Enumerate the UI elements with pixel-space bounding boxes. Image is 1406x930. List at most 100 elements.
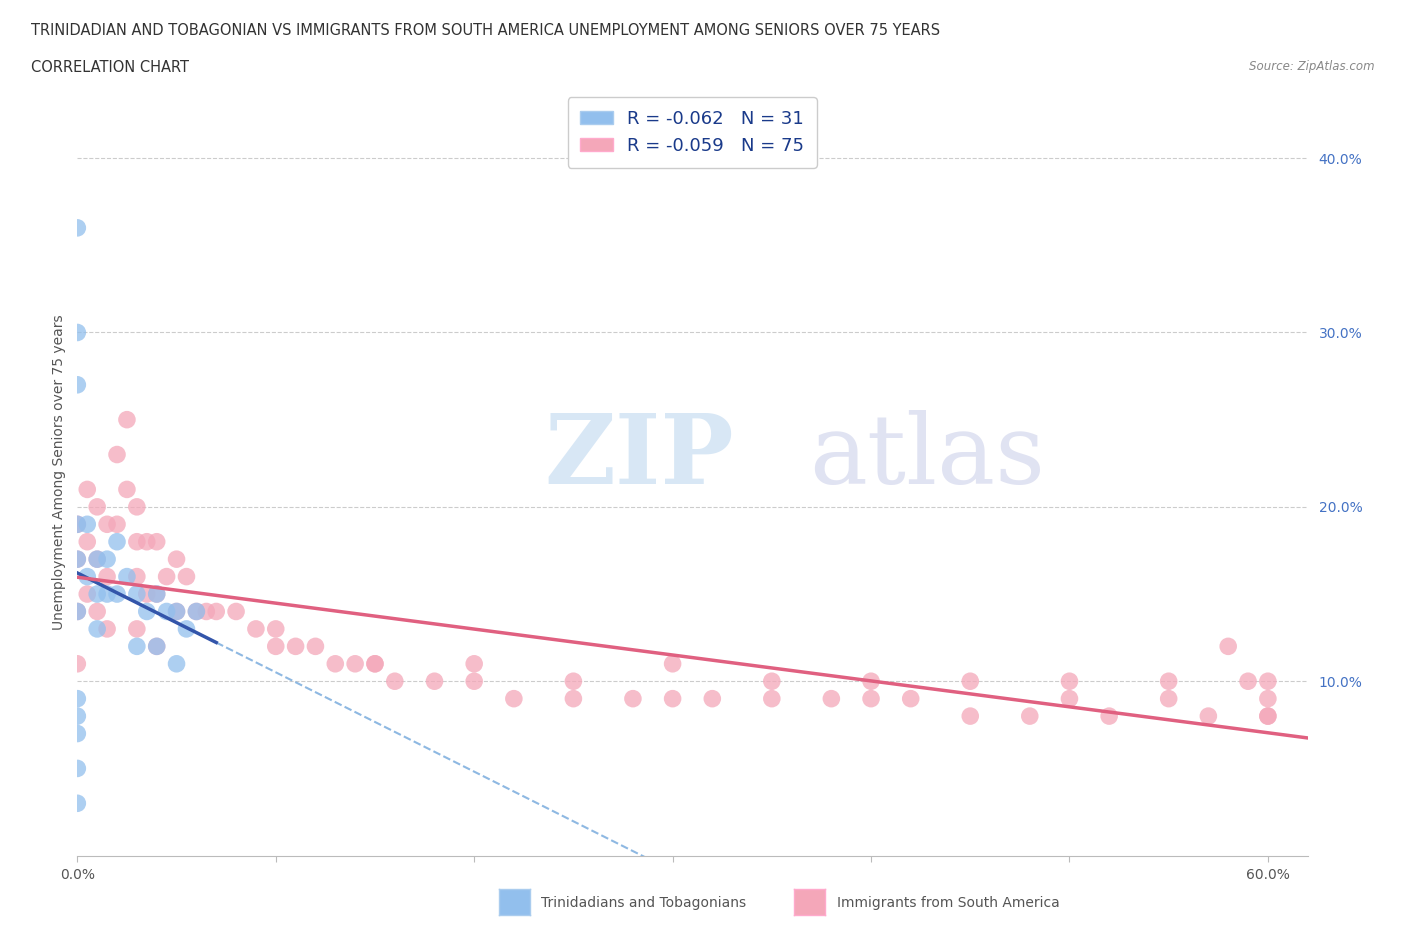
Point [284,639,307,654]
Point [76,587,98,602]
Point [66,709,89,724]
Point [423,673,446,688]
Point [66,378,89,392]
Point [1157,691,1180,706]
Point [135,604,157,619]
Point [621,691,644,706]
Point [66,551,89,566]
Text: Source: ZipAtlas.com: Source: ZipAtlas.com [1250,60,1375,73]
Point [76,534,98,549]
Point [166,657,188,671]
Point [186,604,208,619]
Point [384,673,406,688]
Point [66,796,89,811]
Point [105,517,128,532]
Point [156,604,179,619]
Point [145,639,167,654]
Point [1237,673,1260,688]
Point [76,569,98,584]
Point [115,569,138,584]
Point [145,534,167,549]
Point [195,604,218,619]
Point [125,639,148,654]
Point [463,657,485,671]
Point [145,587,167,602]
Point [264,621,287,636]
Point [125,621,148,636]
Point [66,657,89,671]
Point [1257,673,1279,688]
Point [959,673,981,688]
Point [96,587,118,602]
Point [1059,691,1081,706]
Point [761,673,783,688]
Text: CORRELATION CHART: CORRELATION CHART [31,60,188,75]
Point [364,657,387,671]
Point [135,587,157,602]
Point [86,551,108,566]
Point [702,691,724,706]
Point [176,621,198,636]
Point [661,657,683,671]
Point [96,517,118,532]
Point [76,482,98,497]
Point [166,551,188,566]
Point [1157,673,1180,688]
Point [96,621,118,636]
Point [66,517,89,532]
Point [225,604,247,619]
Point [76,517,98,532]
Point [502,691,524,706]
Point [125,587,148,602]
Point [156,569,179,584]
Text: Immigrants from South America: Immigrants from South America [837,896,1059,910]
Point [66,726,89,741]
Text: TRINIDADIAN AND TOBAGONIAN VS IMMIGRANTS FROM SOUTH AMERICA UNEMPLOYMENT AMONG S: TRINIDADIAN AND TOBAGONIAN VS IMMIGRANTS… [31,23,941,38]
Point [166,604,188,619]
Legend: R = -0.062   N = 31, R = -0.059   N = 75: R = -0.062 N = 31, R = -0.059 N = 75 [568,98,817,167]
Point [562,673,585,688]
Point [1059,673,1081,688]
Point [186,604,208,619]
Point [125,499,148,514]
Point [820,691,842,706]
Point [1197,709,1219,724]
Point [860,691,883,706]
Point [1257,709,1279,724]
Point [115,412,138,427]
Point [344,657,367,671]
Point [86,587,108,602]
Point [66,220,89,235]
Point [364,657,387,671]
Point [1018,709,1040,724]
Point [562,691,585,706]
Point [115,482,138,497]
Text: atlas: atlas [810,409,1045,504]
Point [761,691,783,706]
Point [66,326,89,340]
Point [86,604,108,619]
Point [860,673,883,688]
Point [661,691,683,706]
Point [1257,709,1279,724]
Point [86,499,108,514]
Point [66,517,89,532]
Point [463,673,485,688]
Point [105,534,128,549]
Point [1218,639,1240,654]
Point [66,551,89,566]
Point [66,761,89,776]
Point [66,604,89,619]
Point [125,534,148,549]
Text: Trinidadians and Tobagonians: Trinidadians and Tobagonians [541,896,747,910]
Point [176,569,198,584]
Point [125,569,148,584]
Point [1257,691,1279,706]
Point [145,639,167,654]
Point [166,604,188,619]
Y-axis label: Unemployment Among Seniors over 75 years: Unemployment Among Seniors over 75 years [52,314,66,630]
Point [86,621,108,636]
Point [96,569,118,584]
Point [245,621,267,636]
Text: ZIP: ZIP [546,409,734,504]
